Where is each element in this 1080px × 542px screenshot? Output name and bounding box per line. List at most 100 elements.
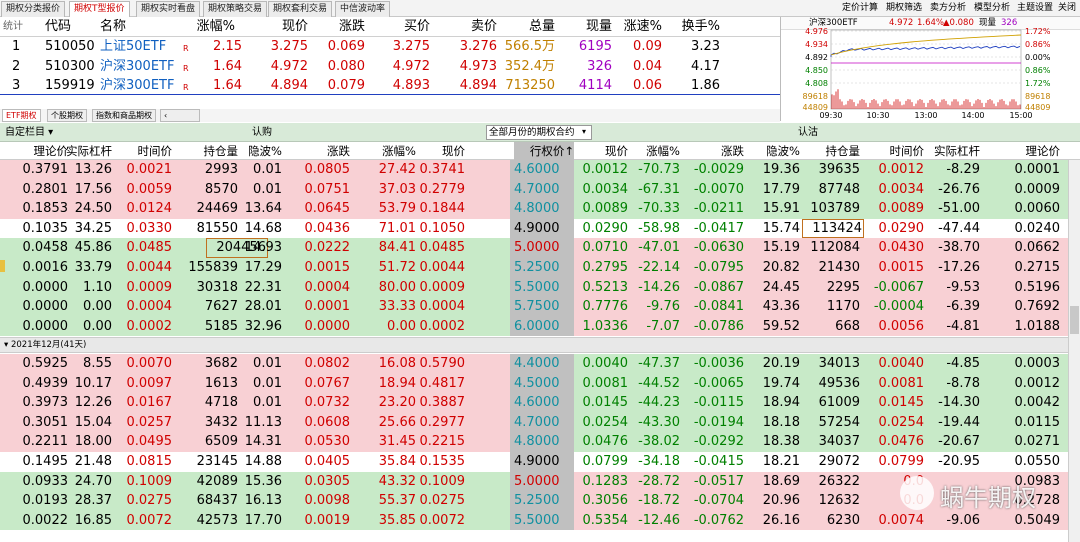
option-row[interactable]: 0.1853 24.50 0.0124 24469 13.64 0.0645 53.79 0.… — [0, 199, 1068, 219]
col-header-16[interactable]: 理论价 — [1025, 144, 1061, 158]
quote-row[interactable]: 2 510300 沪深300ETF R 1.64 4.972 0.080 4.972 4.973… — [0, 57, 780, 76]
option-row[interactable]: 0.0193 28.37 0.0275 68437 16.13 0.0098 55.37 0.… — [0, 491, 1068, 511]
top-tab[interactable]: 期权策略交易 — [203, 1, 268, 17]
cell-理论价: 0.1853 — [22, 201, 69, 217]
mini-right-tick: 1.72% — [1025, 27, 1051, 36]
menu-item[interactable]: 期权筛选 — [886, 3, 923, 13]
option-row[interactable]: 0.0933 24.70 0.1009 42089 15.36 0.0305 43.32 0.… — [0, 471, 1068, 492]
col-header-13[interactable]: 持仓量 — [825, 144, 861, 158]
col-header-0[interactable]: 理论价 — [33, 144, 69, 158]
option-row[interactable]: 0.1035 34.25 0.0330 81550 14.68 0.0436 71.01 0.… — [0, 218, 1068, 239]
option-row[interactable]: 0.2801 17.56 0.0059 8570 0.01 0.0751 37.03 0.27… — [0, 179, 1068, 200]
cell-隐波: 0.01 — [253, 181, 282, 197]
menu-item[interactable]: 关闭 — [1058, 3, 1077, 13]
top-tab[interactable]: 期权T型报价 — [69, 1, 130, 17]
cell-现价: 0.0710 — [582, 240, 629, 256]
cell-现价: 0.0081 — [582, 375, 629, 391]
option-row[interactable]: 0.0458 45.86 0.0485 204456 14.93 0.0222 84.41 0… — [0, 238, 1068, 258]
cell-理论价: 0.0016 — [22, 260, 69, 275]
scroll-thumb[interactable] — [1070, 306, 1079, 334]
option-row[interactable]: 0.5925 8.55 0.0070 3682 0.01 0.0802 16.08 0.579… — [0, 354, 1068, 374]
cell-现价: 0.0072 — [419, 512, 466, 528]
expiry-group-header[interactable]: ▾ 2021年12月(41天) — [0, 337, 1068, 353]
menu-item[interactable]: 主题设置 — [1017, 3, 1054, 13]
cell-理论价: 0.0022 — [22, 512, 69, 528]
sub-tab-scroll-icon[interactable]: ‹ — [160, 109, 200, 122]
mini-right-tick: 44809 — [1025, 103, 1050, 112]
option-row[interactable]: 0.0000 0.00 0.0002 5185 32.96 0.0000 0.00 0.000… — [0, 316, 1068, 337]
col-header-11[interactable]: 涨跌 — [721, 144, 744, 158]
mini-avg-line — [830, 34, 1022, 56]
col-header-8[interactable]: 行权价↑ — [514, 142, 574, 160]
mini-right-tick: 0.86% — [1025, 66, 1051, 75]
expiry-group-label: ▾ 2021年12月(41天) — [4, 340, 87, 350]
option-row[interactable]: 0.3791 13.26 0.0021 2993 0.01 0.0805 27.42 0.37… — [0, 160, 1068, 180]
option-row[interactable]: 0.0022 16.85 0.0072 42573 17.70 0.0019 35.85 0.… — [0, 510, 1068, 531]
sub-tab[interactable]: 个股期权 — [47, 109, 87, 122]
option-row[interactable]: 0.0016 33.79 0.0044 155839 17.29 0.0015 51.72 0… — [0, 258, 1068, 278]
quote-price: 4.972 — [270, 58, 308, 74]
stat-button[interactable]: 统计 — [3, 21, 23, 32]
option-row[interactable]: 0.0000 0.00 0.0004 7627 28.01 0.0001 33.33 0.00… — [0, 297, 1068, 317]
top-tab[interactable]: 期权实时看盘 — [136, 1, 201, 17]
option-row[interactable]: 0.3973 12.26 0.0167 4718 0.01 0.0732 23.20 0.38… — [0, 393, 1068, 413]
col-header-15[interactable]: 实际杠杆 — [934, 144, 980, 158]
col-header-12[interactable]: 隐波% — [766, 144, 800, 158]
option-row[interactable]: 0.3051 15.04 0.0257 3432 11.13 0.0608 25.66 0.2… — [0, 412, 1068, 433]
cell-涨幅: 16.08 — [378, 356, 416, 371]
cell-理论价: 0.4939 — [22, 375, 69, 391]
col-header-10[interactable]: 涨幅% — [646, 144, 680, 158]
put-side-bg — [574, 199, 1068, 219]
menu-item[interactable]: 模型分析 — [974, 3, 1011, 13]
col-header-14[interactable]: 时间价 — [889, 144, 925, 158]
sub-tab[interactable]: ETF期权 — [2, 109, 41, 122]
month-select-arrow-icon[interactable]: ▾ — [582, 127, 587, 136]
col-header-9[interactable]: 现价 — [605, 144, 628, 158]
top-tab[interactable]: 中信波动率 — [335, 1, 391, 17]
cell-涨跌: -0.0194 — [693, 414, 744, 430]
cell-涨幅: 27.42 — [378, 162, 416, 177]
cell-涨幅: -43.30 — [638, 414, 680, 430]
mini-left-tick: 4.892 — [805, 53, 828, 62]
option-row[interactable]: 0.0000 1.10 0.0009 30318 22.31 0.0004 80.00 0.0… — [0, 277, 1068, 298]
cell-现价: 0.0004 — [419, 299, 466, 315]
cell-实际杠杆: 34.25 — [74, 220, 112, 236]
cell-时间价: 0.0485 — [126, 240, 173, 256]
strike-bg — [510, 452, 574, 472]
cell-涨幅: -34.18 — [638, 454, 680, 469]
custom-columns-menu[interactable]: 自定栏目 ▾ — [5, 127, 54, 138]
quote-row[interactable]: 3 159919 沪深300ETF R 1.64 4.894 0.079 4.893 4.894… — [0, 76, 780, 95]
put-side-bg — [574, 373, 1068, 394]
quote-vol: 713250 — [505, 78, 555, 93]
menu-item[interactable]: 定价计算 — [842, 3, 879, 13]
top-tab[interactable]: 期权套利交易 — [268, 1, 333, 17]
cell-现价: 0.4817 — [419, 375, 466, 391]
option-row[interactable]: 0.2211 18.00 0.0495 6509 14.31 0.0530 31.45 0.2… — [0, 432, 1068, 452]
col-header-6[interactable]: 涨幅% — [382, 144, 416, 158]
cell-时间价: 0.0815 — [126, 454, 173, 469]
cell-持仓量: 29072 — [818, 454, 860, 469]
month-select[interactable]: 全部月份的期权合约 — [486, 125, 592, 140]
top-tab[interactable]: 期权分类报价 — [1, 1, 66, 17]
cell-持仓量: 3682 — [204, 356, 238, 371]
sub-tab[interactable]: 指数和商品期权 — [92, 109, 156, 122]
cell-行权价: 5.5000 — [514, 512, 560, 528]
col-header-1[interactable]: 实际杠杆 — [66, 144, 112, 158]
strike-bg — [510, 277, 574, 298]
vertical-scrollbar[interactable] — [1068, 160, 1080, 542]
cell-涨跌: 0.0019 — [304, 512, 351, 528]
col-header-2[interactable]: 时间价 — [137, 144, 173, 158]
cell-涨幅: 18.94 — [378, 375, 416, 391]
col-header-7[interactable]: 现价 — [442, 144, 465, 158]
menu-item[interactable]: 卖方分析 — [930, 3, 967, 13]
cell-持仓量: 68437 — [196, 493, 238, 509]
side-expand-arrow-icon[interactable] — [0, 260, 5, 272]
col-header-3[interactable]: 持仓量 — [203, 144, 239, 158]
option-row[interactable]: 0.1495 21.48 0.0815 23145 14.88 0.0405 35.84 0.… — [0, 452, 1068, 472]
quote-bid: 3.275 — [392, 39, 430, 54]
col-header-5[interactable]: 涨跌 — [327, 144, 350, 158]
quote-row[interactable]: 1 510050 上证50ETF R 2.15 3.275 0.069 3.275 3.276 5… — [0, 37, 780, 56]
strike-bg — [510, 238, 574, 258]
option-row[interactable]: 0.4939 10.17 0.0097 1613 0.01 0.0767 18.94 0.48… — [0, 373, 1068, 394]
col-header-4[interactable]: 隐波% — [248, 144, 282, 158]
